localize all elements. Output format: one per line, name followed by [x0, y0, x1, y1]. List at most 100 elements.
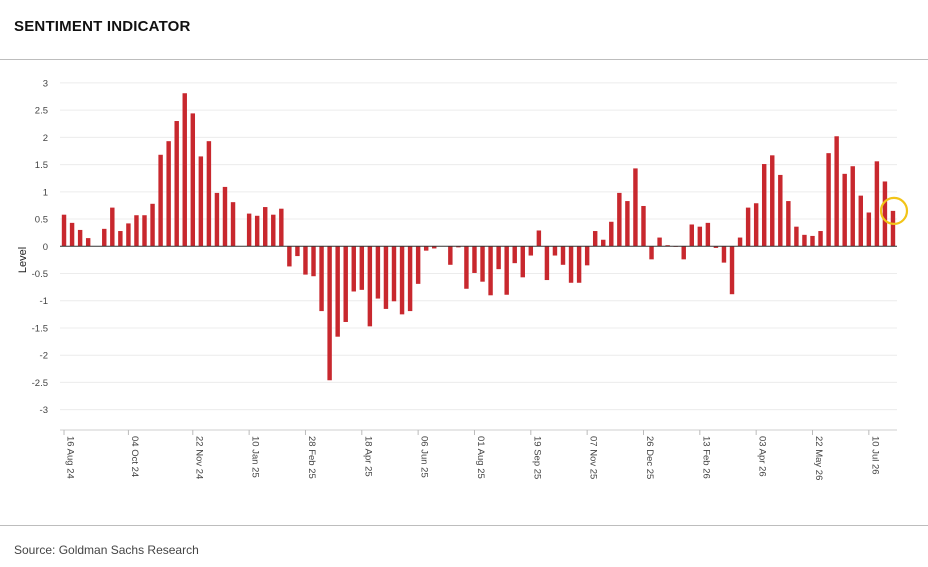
bar: [713, 246, 719, 248]
bar: [399, 246, 405, 315]
bar: [568, 246, 574, 283]
bar: [319, 246, 324, 312]
header-divider: [0, 59, 928, 60]
bar: [826, 153, 831, 247]
bar: [254, 215, 260, 247]
bar: [383, 246, 389, 309]
bar: [230, 202, 236, 247]
bars: [61, 93, 896, 381]
bar: [246, 213, 252, 247]
x-tick-label: 18 Apr 25: [362, 436, 373, 477]
bar: [745, 207, 751, 247]
y-tick-label: -2.5: [32, 378, 48, 389]
bar: [818, 231, 823, 247]
y-tick-label: -1: [40, 296, 48, 307]
bar: [448, 246, 453, 265]
bar: [407, 246, 413, 312]
bar: [327, 246, 332, 381]
bar: [134, 215, 139, 247]
bar: [102, 228, 107, 247]
bar: [343, 246, 348, 322]
y-tick-label: 2: [43, 133, 48, 144]
y-tick-label: 1.5: [35, 160, 48, 171]
bar: [69, 222, 75, 247]
bar: [528, 246, 534, 256]
bar: [359, 246, 365, 290]
bar: [279, 208, 284, 247]
bar: [761, 164, 767, 247]
bar: [126, 223, 131, 247]
bar: [842, 173, 847, 247]
bar: [786, 201, 791, 247]
y-tick-labels: 3 2.5 2 1.5 1 0.5 0 -0.5 -1 -1.5 -2 -2.5 -3: [32, 78, 48, 416]
y-tick-label: 1: [43, 187, 48, 198]
bar: [263, 207, 268, 247]
bar: [85, 238, 91, 247]
bar: [464, 246, 469, 289]
y-tick-label: 3: [43, 78, 48, 89]
bar: [665, 245, 670, 247]
x-tick-labels: 16 Aug 24 04 Oct 24 22 Nov 24 10 Jan 25 28 F…: [63, 430, 880, 480]
bar: [456, 246, 461, 248]
bar: [198, 156, 204, 247]
axes: [60, 245, 897, 431]
bar: [158, 154, 163, 247]
bar: [689, 224, 694, 247]
x-tick-label: 10 Jul 26: [869, 436, 880, 475]
bar: [625, 201, 630, 247]
bar: [560, 246, 566, 265]
bar: [311, 246, 316, 277]
y-axis-title: Level: [17, 247, 29, 273]
bar: [770, 155, 775, 247]
x-tick-label: 03 Apr 26: [757, 436, 768, 477]
x-tick-label: 22 May 26: [813, 436, 824, 480]
bar: [850, 166, 855, 247]
bar: [834, 136, 839, 247]
bar: [721, 246, 727, 263]
bar: [617, 192, 622, 247]
bar: [753, 203, 759, 247]
bar: [866, 212, 872, 247]
source-note: Source: Goldman Sachs Research: [14, 543, 199, 557]
x-tick-label: 01 Aug 25: [475, 436, 486, 479]
y-tick-label: 2.5: [35, 106, 48, 117]
bar: [166, 141, 171, 247]
bar: [609, 221, 614, 247]
bar: [480, 246, 485, 282]
bar: [110, 207, 115, 247]
x-tick-label: 26 Dec 25: [644, 436, 655, 479]
x-tick-label: 22 Nov 24: [193, 436, 204, 479]
bar: [295, 246, 300, 257]
bar: [729, 246, 735, 295]
bar: [351, 246, 356, 292]
bar: [737, 237, 743, 247]
y-tick-label: -1.5: [32, 323, 48, 334]
x-tick-label: 07 Nov 25: [588, 436, 599, 479]
bar: [697, 226, 703, 247]
bar: [423, 246, 429, 251]
bar: [512, 246, 517, 264]
bar: [802, 234, 807, 247]
y-tick-label: -2: [40, 351, 48, 362]
x-tick-label: 04 Oct 24: [129, 436, 140, 477]
bar: [367, 246, 373, 327]
bar: [584, 246, 590, 266]
y-tick-label: -3: [40, 405, 48, 416]
footer-divider: [0, 525, 928, 526]
bar: [705, 222, 711, 247]
bar: [649, 246, 654, 260]
bar: [592, 231, 598, 247]
bar: [858, 195, 863, 247]
x-tick-label: 13 Feb 26: [700, 436, 711, 479]
bar: [190, 113, 196, 247]
highlight-circle: [879, 196, 909, 225]
bar: [552, 246, 558, 256]
bar: [415, 246, 421, 284]
bar: [890, 210, 896, 247]
bar: [536, 230, 542, 247]
bar: [601, 239, 606, 247]
x-tick-label: 19 Sep 25: [531, 436, 542, 479]
bar: [641, 205, 646, 247]
bar: [472, 246, 477, 273]
bar: [303, 246, 308, 275]
